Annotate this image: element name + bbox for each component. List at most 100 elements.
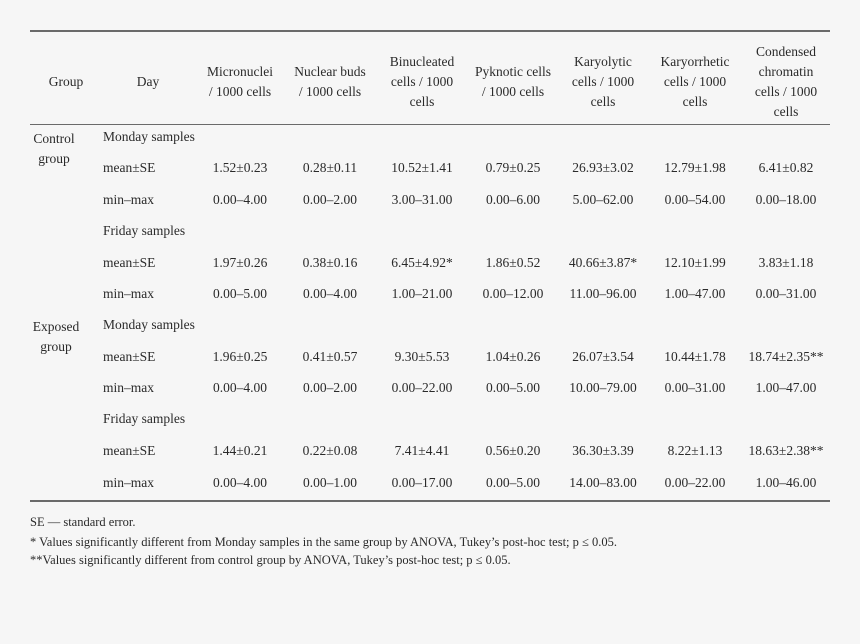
row-label: min–max: [103, 192, 154, 207]
table-cell: 8.22±1.13: [667, 443, 723, 458]
table-cell: 10.52±1.41: [391, 160, 453, 175]
table-cell: 0.00–22.00: [664, 475, 726, 490]
table-cell: 11.00–96.00: [569, 286, 637, 301]
section-label: Monday samples: [103, 317, 195, 332]
column-header-line: Micronuclei: [207, 64, 273, 79]
table-cell: 0.56±0.20: [485, 443, 541, 458]
bottom-rule: [30, 500, 830, 502]
table-cell: 1.00–47.00: [755, 380, 817, 395]
column-header-binucleated: Binucleated cells / 1000 cells: [390, 52, 454, 112]
column-header-karyolytic: Karyolytic cells / 1000 cells: [572, 52, 634, 112]
table-cell: 9.30±5.53: [394, 349, 450, 364]
group-label-control: Control group: [30, 129, 78, 169]
row-label: mean±SE: [103, 349, 156, 364]
table-cell: 0.00–5.00: [486, 380, 540, 395]
table-cell: 0.00–12.00: [482, 286, 544, 301]
table-cell: 0.00–31.00: [664, 380, 726, 395]
column-header-line: Nuclear buds: [294, 64, 366, 79]
column-header-line: cells / 1000: [663, 74, 727, 89]
row-label: mean±SE: [103, 160, 156, 175]
table-cell: 0.79±0.25: [485, 160, 541, 175]
group-label-line: Control: [33, 131, 75, 146]
table-cell: 0.00–5.00: [213, 286, 267, 301]
table-cell: 0.00–4.00: [213, 380, 267, 395]
table-cell: 26.07±3.54: [572, 349, 634, 364]
table-cell: 7.41±4.41: [394, 443, 450, 458]
column-header-line: / 1000 cells: [481, 84, 545, 99]
column-header-line: cells / 1000: [390, 74, 454, 89]
table-cell: 0.41±0.57: [302, 349, 358, 364]
table-cell: 26.93±3.02: [572, 160, 634, 175]
table-cell: 0.00–1.00: [303, 475, 357, 490]
table-cell: 1.52±0.23: [212, 160, 268, 175]
group-label-line: group: [40, 339, 72, 354]
table-cell: 10.44±1.78: [664, 349, 726, 364]
column-header-line: Karyorrhetic: [660, 54, 730, 69]
group-label-line: Exposed: [32, 319, 80, 334]
column-header-line: / 1000 cells: [298, 84, 362, 99]
section-label: Friday samples: [103, 223, 186, 238]
column-header-line: cells: [590, 94, 616, 109]
table-cell: 0.00–2.00: [303, 192, 357, 207]
table-cell: 1.86±0.52: [485, 255, 541, 270]
table-cell: 40.66±3.87*: [568, 255, 638, 270]
table-cell: 1.96±0.25: [212, 349, 268, 364]
top-rule: [30, 30, 830, 32]
table-cell: 0.38±0.16: [302, 255, 358, 270]
column-header-line: Binucleated: [389, 54, 455, 69]
table-cell: 1.00–47.00: [664, 286, 726, 301]
table-cell: 1.04±0.26: [485, 349, 541, 364]
row-label: min–max: [103, 286, 154, 301]
group-label-line: group: [38, 151, 70, 166]
footnote-monday: * Values significantly different from Mo…: [30, 535, 618, 549]
row-label: mean±SE: [103, 443, 156, 458]
table-cell: 0.00–4.00: [213, 475, 267, 490]
column-header-group: Group: [48, 74, 84, 89]
column-header-line: cells: [409, 94, 435, 109]
column-header-line: / 1000 cells: [208, 84, 272, 99]
table-cell: 18.63±2.38**: [748, 443, 824, 458]
table-cell: 0.00–17.00: [391, 475, 453, 490]
column-header-day: Day: [136, 74, 160, 89]
row-label: min–max: [103, 380, 154, 395]
table-cell: 1.97±0.26: [212, 255, 268, 270]
table-cell: 0.00–18.00: [755, 192, 817, 207]
table-cell: 1.00–21.00: [391, 286, 453, 301]
table-cell: 3.00–31.00: [391, 192, 453, 207]
column-header-line: cells: [682, 94, 708, 109]
table-cell: 1.44±0.21: [212, 443, 268, 458]
section-label: Monday samples: [103, 129, 195, 144]
table-cell: 0.00–31.00: [755, 286, 817, 301]
column-header-pyknotic: Pyknotic cells / 1000 cells: [475, 62, 551, 102]
table-cell: 10.00–79.00: [569, 380, 637, 395]
footnote-control: **Values significantly different from co…: [30, 553, 511, 567]
table-cell: 0.00–2.00: [303, 380, 357, 395]
column-header-karyorrhetic: Karyorrhetic cells / 1000 cells: [661, 52, 730, 112]
table-cell: 0.22±0.08: [302, 443, 358, 458]
table-cell: 18.74±2.35**: [748, 349, 824, 364]
table-cell: 0.00–22.00: [391, 380, 453, 395]
column-header-line: cells: [773, 104, 799, 119]
table-cell: 5.00–62.00: [572, 192, 634, 207]
table-cell: 6.41±0.82: [758, 160, 814, 175]
column-header-condensed: Condensed chromatin cells / 1000 cells: [755, 42, 817, 122]
table-cell: 36.30±3.39: [572, 443, 634, 458]
table-cell: 3.83±1.18: [758, 255, 814, 270]
table-cell: 0.00–4.00: [213, 192, 267, 207]
column-header-line: Pyknotic cells: [474, 64, 552, 79]
footnote-se: SE — standard error.: [30, 515, 136, 529]
table-cell: 0.00–5.00: [486, 475, 540, 490]
table-cell: 1.00–46.00: [755, 475, 817, 490]
header-rule: [30, 124, 830, 125]
column-header-line: cells / 1000: [754, 84, 818, 99]
section-label: Friday samples: [103, 411, 186, 426]
table-cell: 12.79±1.98: [664, 160, 726, 175]
column-header-line: Karyolytic: [574, 54, 632, 69]
table-cell: 0.00–6.00: [486, 192, 540, 207]
group-label-exposed: Exposed group: [30, 317, 82, 357]
column-header-line: Condensed: [756, 44, 816, 59]
table-cell: 14.00–83.00: [569, 475, 637, 490]
column-header-micronuclei: Micronuclei / 1000 cells: [207, 62, 273, 102]
table-cell: 0.00–54.00: [664, 192, 726, 207]
row-label: mean±SE: [103, 255, 156, 270]
